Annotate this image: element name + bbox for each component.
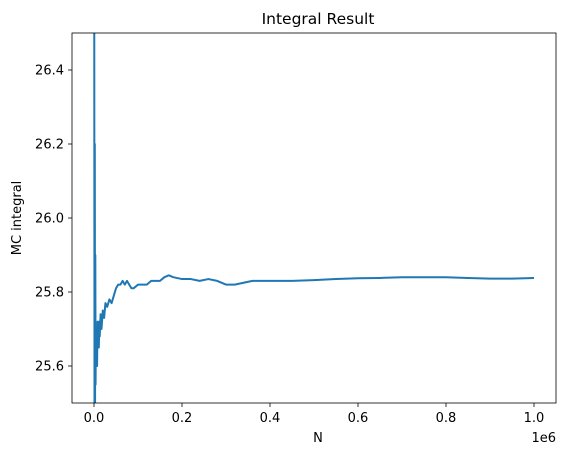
y-tick-label: 25.8 bbox=[35, 286, 64, 301]
y-tick-label: 25.6 bbox=[35, 360, 64, 375]
x-axis-ticks: 0.0 0.2 0.4 0.6 0.8 1.0 bbox=[84, 403, 545, 426]
x-tick-label: 0.6 bbox=[348, 411, 369, 426]
x-tick-label: 1.0 bbox=[524, 411, 545, 426]
y-tick-label: 26.2 bbox=[35, 138, 64, 153]
plot-area bbox=[93, 33, 535, 403]
y-tick-label: 26.0 bbox=[35, 212, 64, 227]
x-axis-offset-text: 1e6 bbox=[531, 431, 556, 446]
x-axis-label: N bbox=[313, 431, 323, 446]
series-line-0 bbox=[93, 33, 535, 403]
x-tick-label: 0.2 bbox=[172, 411, 193, 426]
x-tick-label: 0.4 bbox=[260, 411, 281, 426]
y-axis-ticks: 25.6 25.8 26.0 26.2 26.4 bbox=[35, 64, 72, 375]
x-tick-label: 0.8 bbox=[436, 411, 457, 426]
chart-title: Integral Result bbox=[262, 10, 375, 28]
y-tick-label: 26.4 bbox=[35, 64, 64, 79]
x-tick-label: 0.0 bbox=[84, 411, 105, 426]
axes-frame bbox=[71, 32, 557, 404]
y-axis-label: MC integral bbox=[10, 181, 25, 256]
